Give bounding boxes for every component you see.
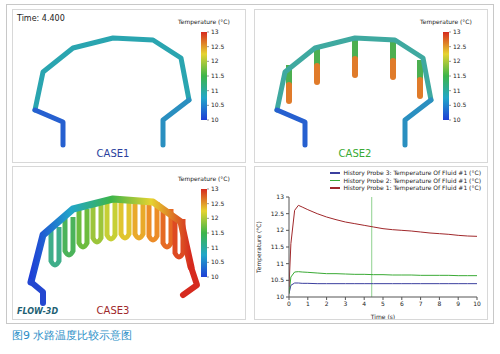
svg-text:12: 12: [453, 57, 461, 64]
svg-text:11: 11: [211, 244, 219, 251]
svg-text:0: 0: [287, 300, 291, 307]
svg-text:13: 13: [453, 28, 461, 35]
svg-text:10.5: 10.5: [453, 101, 467, 108]
svg-text:12: 12: [211, 57, 219, 64]
svg-text:10: 10: [276, 293, 284, 300]
svg-text:11.5: 11.5: [211, 72, 225, 79]
svg-text:12: 12: [276, 226, 284, 233]
svg-text:11: 11: [276, 260, 284, 267]
html-text:History Probe 3: Temperature O: History Probe 3: Temperature Of Fluid #1…: [343, 169, 481, 176]
html-text:History Probe 2: Temperature O: History Probe 2: Temperature Of Fluid #1…: [343, 176, 481, 184]
svg-text:10.5: 10.5: [211, 101, 225, 108]
svg-text:Temperature (°C): Temperature (°C): [255, 221, 263, 274]
svg-text:4: 4: [362, 300, 366, 307]
svg-text:12.5: 12.5: [453, 43, 467, 50]
svg-text:11: 11: [453, 87, 461, 94]
svg-text:CASE1: CASE1: [97, 148, 130, 159]
html-text:图9 水路温度比较示意图: 图9 水路温度比较示意图: [12, 329, 133, 342]
svg-text:FLOW-3D: FLOW-3D: [17, 307, 58, 316]
svg-text:11.5: 11.5: [453, 72, 467, 79]
svg-text:8: 8: [437, 300, 441, 307]
svg-text:Time: 4.400: Time: 4.400: [16, 14, 65, 23]
svg-text:11.5: 11.5: [271, 243, 285, 250]
svg-text:9: 9: [456, 300, 460, 307]
svg-text:CASE2: CASE2: [339, 148, 372, 159]
svg-text:7: 7: [419, 300, 423, 307]
svg-text:Temperature (°C): Temperature (°C): [177, 18, 230, 26]
svg-text:12: 12: [211, 214, 219, 221]
svg-text:1: 1: [306, 300, 310, 307]
svg-text:2: 2: [325, 300, 329, 307]
svg-text:5: 5: [381, 300, 385, 307]
svg-text:11.5: 11.5: [211, 229, 225, 236]
svg-text:12.5: 12.5: [211, 200, 225, 207]
html-text:History Probe 1: Temperature O: History Probe 1: Temperature Of Fluid #1…: [343, 184, 481, 191]
svg-text:Time (s): Time (s): [370, 313, 395, 319]
svg-text:13: 13: [211, 185, 219, 192]
svg-text:12.5: 12.5: [271, 210, 285, 217]
svg-text:13: 13: [211, 28, 219, 35]
svg-text:13: 13: [276, 193, 284, 200]
svg-text:10: 10: [211, 273, 219, 280]
svg-text:10: 10: [211, 116, 219, 123]
svg-text:10.5: 10.5: [211, 258, 225, 265]
svg-text:CASE3: CASE3: [97, 305, 130, 316]
svg-text:6: 6: [400, 300, 404, 307]
svg-text:11: 11: [211, 87, 219, 94]
svg-text:10.5: 10.5: [271, 276, 285, 283]
svg-text:Temperature (°C): Temperature (°C): [419, 18, 472, 26]
svg-text:12.5: 12.5: [211, 43, 225, 50]
svg-text:3: 3: [343, 300, 347, 307]
svg-text:10: 10: [453, 116, 461, 123]
svg-text:10: 10: [473, 300, 481, 307]
svg-text:Temperature (°C): Temperature (°C): [177, 175, 230, 183]
